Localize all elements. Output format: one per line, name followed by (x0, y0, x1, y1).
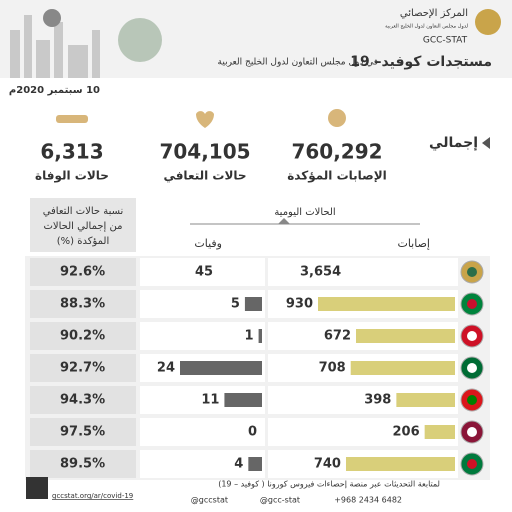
total-label: الإصابات المؤكدة (287, 169, 387, 184)
subtitle: في دول مجلس التعاون لدول الخليج العربية (218, 58, 378, 68)
recovery-value: 88.3% (60, 297, 105, 312)
flag-detail (467, 395, 477, 405)
skyline (10, 9, 162, 78)
cases-value: 930 (286, 297, 313, 312)
deaths-bar (224, 393, 262, 407)
heart-icon (196, 111, 214, 128)
org-name: المركز الإحصائي (400, 8, 468, 19)
recovery-header: من إجمالي الحالات (44, 221, 123, 232)
deaths-value: 45 (195, 265, 213, 280)
org-subtitle: لدول مجلس التعاون لدول الخليج العربية (385, 24, 468, 30)
marker (482, 137, 490, 149)
total-value: 704,105 (159, 140, 250, 164)
deaths-value: 11 (201, 393, 219, 408)
footer-note: لمتابعة التحديثات عبر منصة إحصاءات فيروس… (218, 480, 440, 490)
deaths-bar (258, 329, 262, 343)
flag-detail (467, 427, 477, 437)
total-value: 6,313 (40, 140, 103, 164)
recovery-value: 89.5% (60, 457, 105, 472)
deaths-value: 24 (157, 361, 175, 376)
recovery-cell (30, 258, 136, 286)
cases-bar (350, 361, 455, 375)
deaths-cell (140, 258, 265, 286)
footer-url[interactable]: gccstat.org/ar/covid-19 (52, 492, 133, 500)
cases-bar (318, 297, 455, 311)
flag-detail (467, 267, 477, 277)
flag-detail (467, 331, 477, 341)
cases-value: 672 (324, 329, 351, 344)
cases-bar (345, 457, 455, 471)
deaths-bar (180, 361, 262, 375)
deaths-cell (140, 450, 265, 478)
deaths-value: 5 (231, 297, 240, 312)
qr-code (26, 477, 48, 499)
recovery-cell (30, 322, 136, 350)
cases-header: إصابات (397, 237, 430, 250)
org-short: GCC-STAT (423, 36, 468, 46)
cases-value: 708 (319, 361, 346, 376)
deaths-cell (140, 290, 265, 318)
cases-bar (424, 425, 455, 439)
deaths-header: وفيات (194, 237, 222, 250)
recovery-cell (30, 450, 136, 478)
recovery-value: 94.3% (60, 393, 105, 408)
deaths-value: 1 (245, 329, 254, 344)
deaths-value: 0 (248, 425, 257, 440)
total-label: حالات الوفاة (35, 169, 109, 184)
cases-cell (268, 258, 458, 286)
bed-icon (56, 115, 88, 123)
logo (475, 9, 501, 35)
recovery-header: المؤكدة (%) (57, 236, 110, 247)
recovery-value: 92.7% (60, 361, 105, 376)
cases-bar (396, 393, 455, 407)
recovery-cell (30, 386, 136, 414)
date: 10 سبتمبر 2020م (9, 85, 100, 96)
totals-label: إجمالي (429, 135, 478, 151)
recovery-value: 90.2% (60, 329, 105, 344)
total-value: 760,292 (291, 140, 382, 164)
recovery-header-box (30, 198, 136, 252)
recovery-cell (30, 290, 136, 318)
contact: +968 2434 6482 (334, 496, 402, 505)
contact: @gcc-stat (260, 496, 300, 505)
cases-value: 3,654 (300, 265, 341, 280)
virus-icon (328, 109, 346, 127)
deaths-cell (140, 322, 265, 350)
deaths-bar (248, 457, 262, 471)
total-label: حالات التعافي (163, 169, 246, 183)
title: مستجدات كوفيد– 19 (350, 54, 492, 70)
recovery-cell (30, 418, 136, 446)
deaths-value: 4 (234, 457, 243, 472)
flag-detail (467, 299, 477, 309)
recovery-cell (30, 354, 136, 382)
rows: 92.6% 3,654 45 88.3% 930 5 90.2% 672 1 92.7% 708 24… (25, 256, 490, 480)
recovery-header: نسبة حالات التعافي (43, 206, 124, 217)
cases-value: 398 (364, 393, 391, 408)
deaths-cell (140, 418, 265, 446)
cases-value: 206 (393, 425, 420, 440)
recovery-value: 92.6% (60, 265, 105, 280)
flag-detail (467, 459, 477, 469)
cases-value: 740 (314, 457, 341, 472)
cases-bar (356, 329, 455, 343)
recovery-value: 97.5% (60, 425, 105, 440)
flag-detail (467, 363, 477, 373)
daily-header: الحالات اليومية (274, 207, 335, 218)
deaths-bar (244, 297, 262, 311)
contact: @gccstat (191, 496, 228, 505)
header-notch (278, 218, 290, 224)
